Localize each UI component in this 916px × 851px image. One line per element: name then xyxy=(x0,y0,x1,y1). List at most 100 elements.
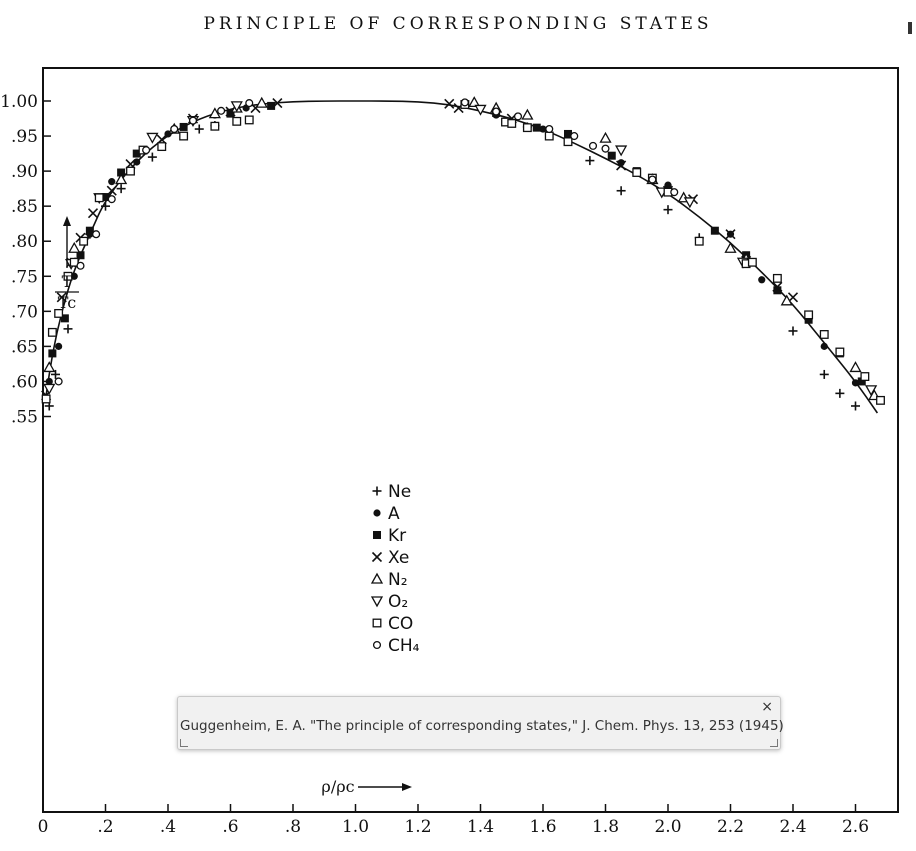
data-point xyxy=(101,201,110,211)
x-axis-label: ρ/ρc xyxy=(321,777,412,796)
data-point xyxy=(208,107,221,119)
legend-label: A xyxy=(388,504,400,524)
y-tick-label: .85 xyxy=(11,197,38,217)
resize-handle-left-icon[interactable] xyxy=(180,739,188,747)
data-point xyxy=(601,144,610,153)
y-axis-label-denominator: Tc xyxy=(58,293,76,312)
data-point xyxy=(255,96,268,108)
data-point xyxy=(101,193,110,202)
data-point xyxy=(117,168,126,177)
page-title: PRINCIPLE OF CORRESPONDING STATES xyxy=(203,14,713,34)
data-point xyxy=(819,330,829,339)
x-tick-label: .2 xyxy=(97,817,113,837)
data-point xyxy=(45,377,53,386)
data-point xyxy=(724,241,737,253)
resize-handle-right-icon[interactable] xyxy=(770,739,778,747)
legend-label: O₂ xyxy=(388,592,408,612)
data-point xyxy=(54,308,64,318)
x-tick-label: 1.2 xyxy=(404,817,431,837)
data-point xyxy=(68,241,81,253)
y-tick-label: .80 xyxy=(11,232,38,252)
close-icon[interactable]: × xyxy=(761,699,773,715)
data-point xyxy=(230,101,243,113)
x-tick-label: 1.6 xyxy=(529,817,556,837)
citation-text[interactable]: Guggenheim, E. A. "The principle of corr… xyxy=(180,718,784,734)
data-point xyxy=(63,271,73,281)
data-point xyxy=(804,310,814,320)
data-point xyxy=(876,395,885,405)
data-point xyxy=(835,347,845,357)
data-point xyxy=(226,109,235,118)
data-point xyxy=(835,388,845,398)
data-point xyxy=(179,131,189,141)
data-point xyxy=(194,124,204,134)
stray-edge-mark xyxy=(908,22,912,34)
data-point xyxy=(865,385,878,397)
data-point xyxy=(232,116,242,126)
data-point xyxy=(564,129,572,138)
data-point xyxy=(710,226,719,235)
x-tick-label: 2.6 xyxy=(842,817,869,837)
data-point xyxy=(245,99,254,108)
x-tick-label: 1.0 xyxy=(342,817,369,837)
data-point xyxy=(532,123,541,132)
legend-label: N₂ xyxy=(388,570,408,590)
data-point xyxy=(92,230,101,239)
data-point xyxy=(210,121,220,131)
x-tick-label: .6 xyxy=(222,817,238,837)
data-point xyxy=(76,251,85,260)
fitted-curve xyxy=(45,100,879,414)
y-tick-label: .90 xyxy=(11,162,38,182)
data-point xyxy=(468,96,481,108)
data-point xyxy=(54,377,63,386)
data-point xyxy=(804,315,813,324)
y-tick-label: .65 xyxy=(11,337,38,357)
data-point xyxy=(492,107,501,116)
data-point xyxy=(115,173,128,185)
data-point xyxy=(147,152,157,162)
data-point xyxy=(507,118,517,128)
data-point xyxy=(108,178,116,186)
x-tick-label: .4 xyxy=(160,817,176,837)
y-axis-label-numerator: T xyxy=(62,272,73,291)
data-point xyxy=(79,236,89,246)
data-point xyxy=(588,141,598,150)
data-point xyxy=(522,123,532,133)
data-point xyxy=(56,292,67,303)
series-co xyxy=(41,100,885,405)
data-point xyxy=(599,131,612,143)
data-point xyxy=(819,369,829,379)
data-point xyxy=(76,261,85,270)
data-point xyxy=(474,104,487,116)
data-point xyxy=(132,149,141,158)
data-point xyxy=(851,379,860,387)
y-tick-label: .60 xyxy=(11,372,38,392)
data-point xyxy=(48,349,57,358)
data-point xyxy=(107,195,116,204)
x-tick-label: 2.0 xyxy=(654,817,681,837)
x-tick-label: 0 xyxy=(38,817,49,837)
data-point xyxy=(126,166,135,176)
series-xe xyxy=(41,98,799,401)
data-point xyxy=(545,124,554,134)
series-n xyxy=(43,96,881,401)
legend-label: Xe xyxy=(388,548,409,568)
y-axis-label: T Tc xyxy=(55,216,79,312)
data-point xyxy=(116,184,126,194)
data-point xyxy=(87,208,99,219)
data-point xyxy=(94,193,104,203)
y-tick-label: 1.00 xyxy=(0,92,38,112)
legend-symbol xyxy=(373,531,381,539)
data-point xyxy=(648,175,657,184)
data-point xyxy=(157,142,167,152)
legend-symbol xyxy=(370,572,384,584)
data-point xyxy=(146,132,159,144)
data-point xyxy=(513,112,523,121)
data-point xyxy=(539,125,547,133)
data-point xyxy=(43,383,56,395)
data-point xyxy=(615,145,628,157)
data-point xyxy=(47,327,57,337)
y-tick-label: .55 xyxy=(11,408,38,428)
data-point xyxy=(244,115,254,125)
